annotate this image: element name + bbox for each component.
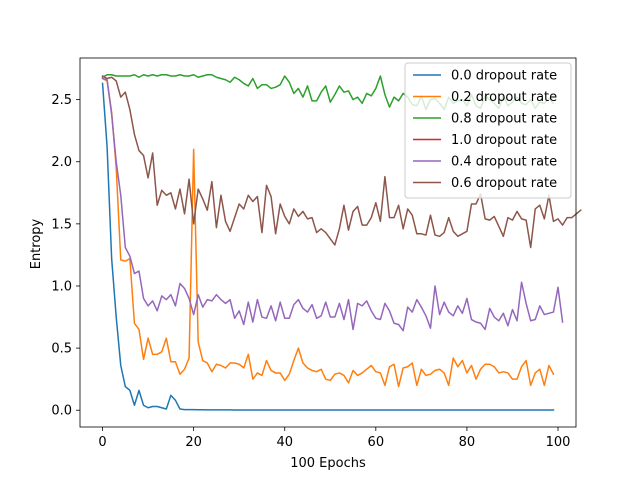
y-tick-label: 0.0 — [51, 404, 72, 419]
x-axis: 0 20 40 60 80 100 — [98, 427, 570, 450]
y-axis: 0.0 0.5 1.0 1.5 2.0 2.5 — [51, 93, 80, 419]
legend-box — [404, 62, 572, 199]
legend-entry-label: 1.0 dropout rate — [451, 133, 557, 148]
legend: 0.0 dropout rate 0.2 dropout rate 0.8 drop… — [404, 62, 572, 199]
x-tick-label: 40 — [276, 435, 293, 450]
legend-entry-label: 0.6 dropout rate — [451, 176, 557, 191]
y-tick-label: 2.0 — [51, 155, 72, 170]
y-tick-label: 0.5 — [51, 342, 72, 357]
legend-entry-label: 0.4 dropout rate — [451, 155, 557, 170]
x-tick-label: 60 — [368, 435, 385, 450]
x-tick-label: 80 — [459, 435, 476, 450]
plot-area — [79, 57, 582, 428]
x-tick-label: 0 — [98, 435, 106, 450]
series-line-4 — [101, 77, 564, 332]
legend-entry-label: 0.0 dropout rate — [451, 69, 557, 84]
legend-entry-label: 0.8 dropout rate — [451, 112, 557, 127]
x-tick-label: 20 — [185, 435, 202, 450]
x-axis-label: 100 Epochs — [290, 456, 366, 471]
series-line-0 — [101, 82, 555, 411]
y-tick-label: 2.5 — [51, 93, 72, 108]
y-axis-label: Entropy — [29, 218, 44, 269]
legend-entry-label: 0.2 dropout rate — [451, 90, 557, 105]
axes-frame — [79, 57, 577, 428]
x-tick-label: 100 — [546, 435, 571, 450]
series-line-1 — [101, 77, 555, 388]
series-line-5 — [101, 75, 582, 249]
y-tick-label: 1.5 — [51, 217, 72, 232]
y-tick-label: 1.0 — [51, 279, 72, 294]
